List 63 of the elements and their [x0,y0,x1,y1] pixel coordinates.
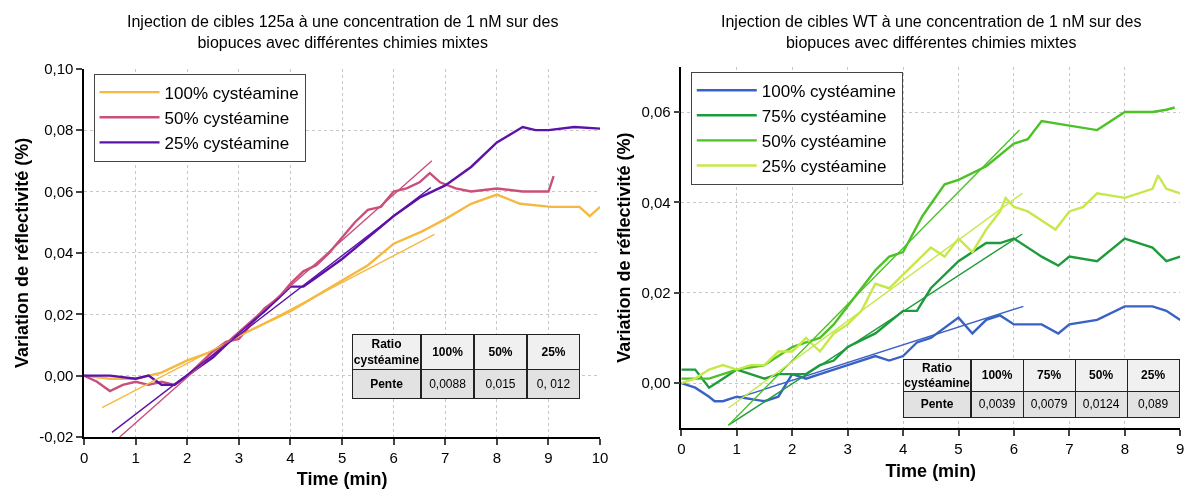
annotation: 100% [981,368,1013,383]
x-tick-label: 7 [1065,440,1074,458]
legend-label: 50% cystéamine [164,108,290,128]
annotation: 75% [1037,368,1062,383]
x-tick-label: 3 [843,440,852,458]
annotation: Pente [920,397,954,412]
y-tick-label: 0,10 [44,60,74,78]
legend-label: 25% cystéamine [164,133,290,153]
chart-title: Injection de cibles WT à une concentration de 1 nM sur des biopuces avec différentes chimies mixtes [721,13,1142,51]
annotation: Ratio cystéamine [353,337,420,368]
x-tick-label: 1 [732,440,741,458]
x-tick-label: 8 [492,448,502,466]
y-tick-label: 0,02 [641,284,671,302]
annotation: 25% [541,345,566,360]
annotation: 50% [1089,368,1114,383]
legend-label: 75% cystéamine [761,106,887,126]
annotation: 50% [488,345,513,360]
y-tick-label: -0,02 [39,428,74,446]
y-tick-label: 0,04 [44,244,74,262]
annotation: 0,015 [485,376,516,391]
y-tick-label: 0,00 [44,366,74,384]
legend-label: 50% cystéamine [761,132,887,152]
annotation: 0,0039 [978,397,1016,412]
x-axis-title: Time (min) [296,469,388,490]
x-tick-label: 9 [1176,440,1185,458]
x-tick-label: 6 [389,448,398,466]
y-tick-label: 0,06 [44,182,74,200]
annotation: 25% [1141,368,1166,383]
x-tick-label: 0 [677,440,686,458]
x-tick-label: 5 [954,440,963,458]
x-tick-label: 5 [337,448,347,466]
legend-label: 100% cystéamine [164,83,299,103]
x-tick-label: 3 [234,448,244,466]
annotation: 0,089 [1138,397,1169,412]
legend-label: 100% cystéamine [761,81,896,101]
legend-label: 25% cystéamine [761,157,887,177]
y-tick-label: 0,08 [44,121,74,139]
y-axis-title: Variation de réflectivité (%) [11,137,32,368]
x-tick-label: 2 [788,440,797,458]
y-tick-label: 0,02 [44,305,74,323]
y-tick-label: 0,06 [641,103,671,121]
x-tick-label: 9 [544,448,553,466]
y-tick-label: 0,00 [641,374,671,392]
annotation: 0,0079 [1030,397,1068,412]
x-tick-label: 7 [441,448,450,466]
annotation: Ratio cystéamine [904,360,971,391]
x-tick-label: 1 [131,448,140,466]
x-axis-title: Time (min) [885,460,977,481]
annotation: Pente [370,376,404,391]
annotation: 0,0124 [1082,397,1120,412]
y-tick-label: 0,04 [641,193,671,211]
x-tick-label: 4 [286,448,295,466]
x-tick-label: 6 [1009,440,1019,458]
y-axis-title: Variation de réflectivité (%) [614,132,635,363]
x-tick-label: 10 [591,448,609,466]
chart-title: Injection de cibles 125a à une concentration de 1 nM sur des biopuces avec différentes chimies mixtes [127,13,559,51]
x-tick-label: 4 [898,440,908,458]
x-tick-label: 2 [183,448,192,466]
annotation: 0, 012 [536,376,571,391]
annotation: 100% [432,345,464,360]
x-tick-label: 8 [1120,440,1129,458]
annotation: 0,0088 [429,376,467,391]
x-tick-label: 0 [79,448,89,466]
